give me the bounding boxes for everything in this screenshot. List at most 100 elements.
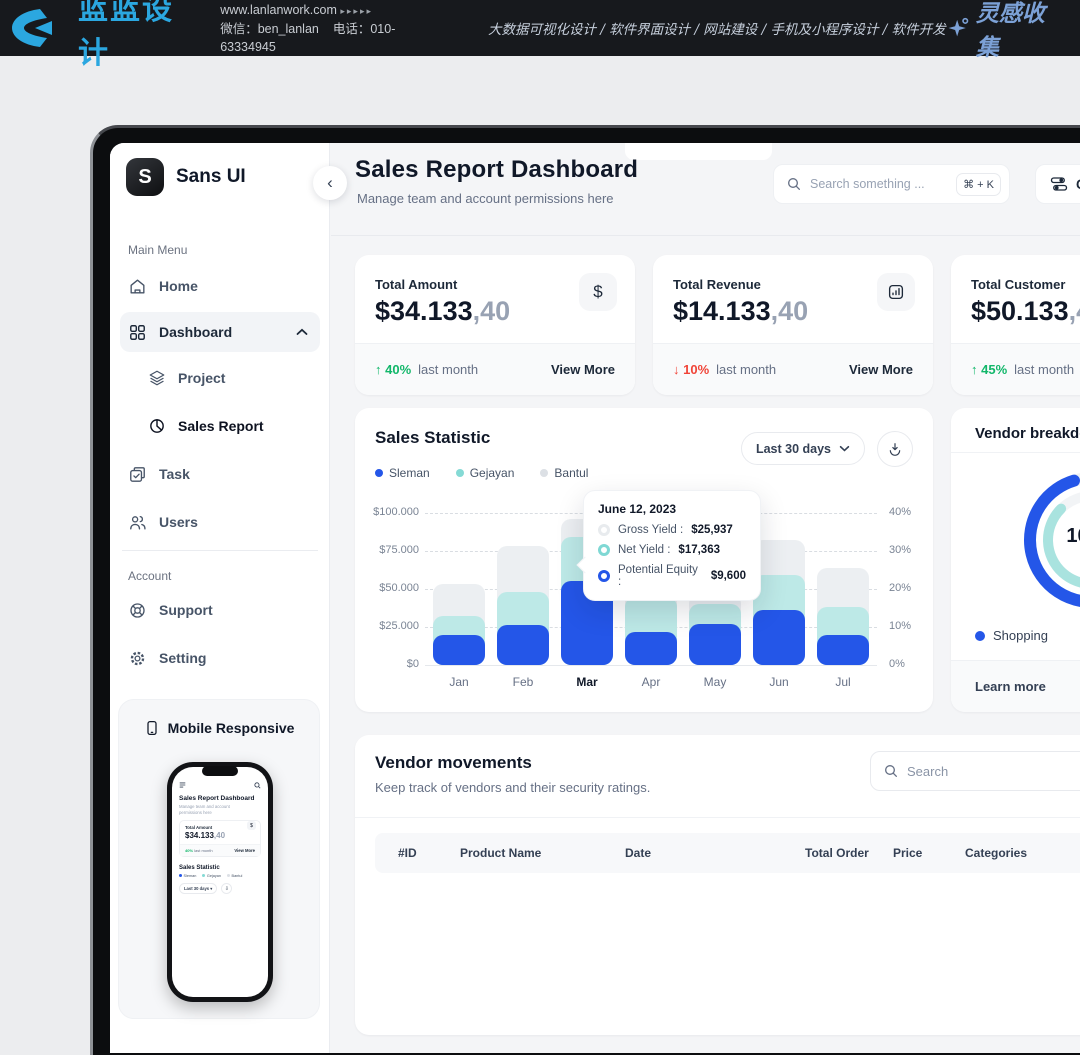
page-subtitle: Manage team and account permissions here: [357, 191, 614, 206]
x-axis-label: May: [703, 675, 727, 689]
view-more-link[interactable]: View More: [550, 362, 615, 377]
phone-icon: [146, 721, 157, 735]
bar-sleman-apr[interactable]: [625, 632, 677, 665]
x-axis-label: Jul: [835, 675, 851, 689]
top-tab-decoration: [625, 143, 772, 160]
banner-website: www.lanlanwork.com: [220, 2, 337, 17]
lifebuoy-icon: [130, 602, 145, 618]
bar-sleman-feb[interactable]: [497, 625, 549, 665]
mini-dollar-icon: $: [247, 821, 256, 830]
sidebar-item-support[interactable]: Support: [120, 592, 320, 628]
vendor-breakdown-title: Vendor breakdown: [975, 425, 1080, 442]
y-axis-right-label: 10%: [889, 620, 912, 632]
y-axis-label: $25.000: [379, 620, 419, 632]
sidebar-item-users[interactable]: Users: [120, 504, 320, 540]
phone-island: [202, 766, 238, 776]
vendor-search[interactable]: [870, 751, 1080, 791]
net-yield-ring-icon: [598, 544, 610, 556]
chevron-up-icon: [296, 328, 308, 335]
chart-tooltip: June 12, 2023 Gross Yield : $25,937 Net Y…: [583, 490, 761, 601]
layers-icon: [149, 370, 165, 386]
x-axis-label: Feb: [512, 675, 534, 689]
brand-name: 蓝蓝设计: [78, 0, 174, 70]
sidebar: S Sans UI Main Menu Home Dashboard Proje…: [110, 143, 330, 1053]
sidebar-divider: [122, 550, 318, 551]
learn-more-link[interactable]: Learn more: [951, 660, 1080, 712]
mini-search-icon: [254, 781, 261, 788]
sidebar-item-dashboard[interactable]: Dashboard: [120, 312, 320, 352]
chart-title: Sales Statistic: [375, 428, 491, 447]
y-axis-label: $0: [406, 658, 419, 670]
banner-arrows-icon: ▸▸▸▸▸: [340, 5, 373, 16]
bar-sleman-jun[interactable]: [753, 610, 805, 665]
bar-sleman-jul[interactable]: [817, 635, 869, 665]
sidebar-collapse-button[interactable]: ‹: [313, 166, 347, 200]
vendor-search-input[interactable]: [907, 763, 1080, 779]
banner-contact: www.lanlanwork.com ▸▸▸▸▸ 微信：ben_lanlan 电话…: [220, 1, 450, 56]
y-axis-label: $75.000: [379, 544, 419, 556]
x-axis-label: Jan: [449, 675, 469, 689]
vendor-movements-card: Vendor movements Keep track of vendors a…: [355, 735, 1080, 1035]
chevron-down-icon: [839, 445, 850, 452]
page-title: Sales Report Dashboard: [355, 156, 639, 183]
col-price: Price: [893, 846, 923, 860]
y-axis-label: $100.000: [373, 506, 419, 518]
y-axis-right-label: 30%: [889, 544, 912, 556]
vendor-movements-title: Vendor movements: [375, 753, 532, 772]
mini-title: Sales Report Dashboard: [179, 795, 255, 802]
sidebar-item-home[interactable]: Home: [120, 268, 320, 304]
y-axis-right-label: 40%: [889, 506, 912, 518]
dollar-icon: $: [579, 273, 617, 311]
trend-down-icon: ↓ 10%: [673, 362, 710, 377]
phone-screen: Sales Report Dashboard Manage team and a…: [172, 767, 268, 997]
total-customer-card: Total Customer $50.133,40 ↑ 45% last mon…: [951, 255, 1080, 395]
dashboard-screen: S Sans UI Main Menu Home Dashboard Proje…: [110, 143, 1080, 1053]
chart-legend: Sleman Gejayan Bantul: [375, 466, 588, 480]
bar-chart-icon: [877, 273, 915, 311]
col-date: Date: [625, 846, 652, 860]
trend-up-icon: ↑ 45%: [971, 362, 1008, 377]
x-axis-label: Apr: [641, 675, 661, 689]
home-icon: [130, 278, 145, 294]
download-icon: [889, 443, 901, 456]
banner-services: 大数据可视化设计 / 软件界面设计 / 网站建设 / 手机及小程序设计 / 软件…: [488, 22, 946, 38]
phone-mockup: Sales Report Dashboard Manage team and a…: [167, 762, 273, 1002]
sparkle-icon: [948, 17, 968, 37]
sidebar-item-project[interactable]: Project: [120, 360, 320, 396]
app-logo: S: [126, 158, 164, 196]
task-check-icon: [130, 466, 145, 482]
vendor-breakdown-card: Vendor breakdown 100% Shopping Learn mor…: [951, 408, 1080, 712]
header-divider: [331, 143, 1080, 236]
vendor-movements-subtitle: Keep track of vendors and their security…: [375, 780, 651, 795]
donut-legend: Shopping: [975, 628, 1080, 643]
gear-icon: [130, 651, 145, 665]
device-frame: S Sans UI Main Menu Home Dashboard Proje…: [90, 125, 1080, 1055]
view-more-link[interactable]: View More: [848, 362, 913, 377]
donut-chart: [1007, 455, 1080, 625]
gridline: [425, 665, 877, 666]
y-axis-right-label: 20%: [889, 582, 912, 594]
sidebar-item-setting[interactable]: Setting: [120, 640, 320, 676]
mini-stat-card: Total Amount $ $34.133,40 40% last month…: [179, 820, 261, 857]
shortcut-badge: ⌘ + K: [956, 172, 1001, 196]
customize-button[interactable]: Customize: [1035, 164, 1080, 204]
promo-banner: 蓝蓝设计 www.lanlanwork.com ▸▸▸▸▸ 微信：ben_lan…: [0, 0, 1080, 70]
inspiration-collect: 灵感收集: [946, 0, 1062, 62]
mobile-responsive-card: Mobile Responsive Sales Report Dashboard…: [118, 699, 320, 1019]
dashboard-grid-icon: [130, 324, 145, 340]
sidebar-item-task[interactable]: Task: [120, 456, 320, 492]
sliders-icon: [1050, 177, 1068, 191]
download-button[interactable]: [877, 431, 913, 467]
table-header-row: #ID Product Name Date Total Order Price …: [375, 833, 1080, 873]
bar-sleman-jan[interactable]: [433, 635, 485, 665]
sidebar-item-sales-report[interactable]: Sales Report: [120, 408, 320, 444]
total-amount-card: Total Amount $34.133,40 $ ↑ 40% last mon…: [355, 255, 635, 395]
search-input[interactable]: [810, 177, 949, 191]
pie-chart-icon: [150, 419, 164, 433]
app-name: Sans UI: [176, 166, 246, 187]
col-id: #ID: [398, 846, 417, 860]
col-total-order: Total Order: [805, 846, 869, 860]
date-range-dropdown[interactable]: Last 30 days: [740, 432, 865, 465]
global-search[interactable]: ⌘ + K: [773, 164, 1010, 204]
bar-sleman-may[interactable]: [689, 624, 741, 665]
